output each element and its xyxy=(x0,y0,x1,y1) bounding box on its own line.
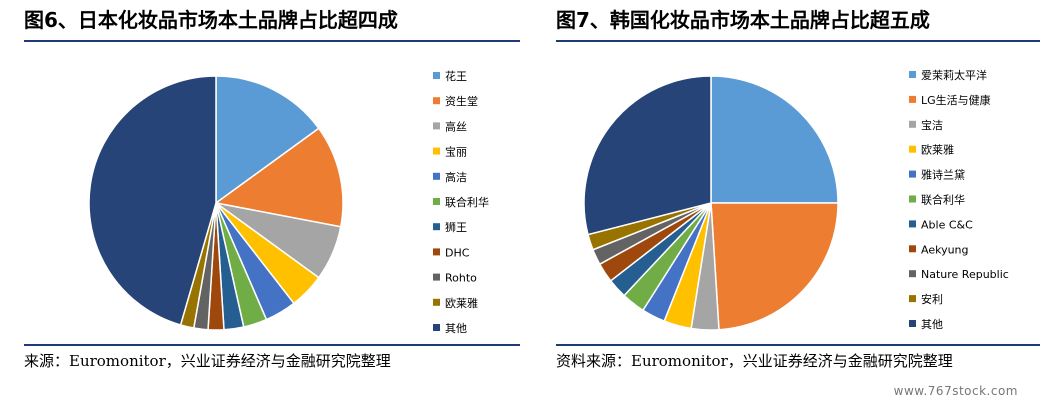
legend-swatch-japan-4 xyxy=(433,172,440,180)
legend-label-japan-3: 宝丽 xyxy=(445,145,467,159)
legend-swatch-japan-7 xyxy=(433,248,440,256)
legend-label-japan-0: 花王 xyxy=(445,70,467,83)
legend-label-korea-2: 宝洁 xyxy=(921,118,943,132)
figure-title-japan: 图6、日本化妆品市场本土品牌占比超四成 xyxy=(24,8,398,32)
legend-label-korea-9: 安利 xyxy=(921,292,943,306)
legend-label-japan-10: 其他 xyxy=(445,322,467,335)
source-rule-korea xyxy=(556,344,1040,346)
source-note-japan: 来源：Euromonitor，兴业证券经济与金融研究院整理 xyxy=(24,352,391,370)
legend-label-korea-8: Nature Republic xyxy=(921,268,1009,281)
source-note-korea: 资料来源：Euromonitor，兴业证券经济与金融研究院整理 xyxy=(556,352,953,370)
legend-swatch-korea-6 xyxy=(909,220,916,228)
legend-swatch-japan-2 xyxy=(433,122,440,130)
legend-swatch-korea-10 xyxy=(909,320,916,327)
legend-swatch-japan-3 xyxy=(433,147,440,155)
legend-label-japan-6: 狮王 xyxy=(445,221,467,234)
pie-slice-japan-1 xyxy=(214,127,344,228)
legend-swatch-korea-8 xyxy=(909,270,916,278)
figure-title-korea: 图7、韩国化妆品市场本土品牌占比超五成 xyxy=(556,8,930,32)
legend-swatch-japan-0 xyxy=(433,72,440,79)
source-rule-japan xyxy=(24,344,520,346)
watermark: www.767stock.com xyxy=(893,384,1018,398)
legend-swatch-korea-7 xyxy=(909,245,916,253)
legend-swatch-korea-3 xyxy=(909,145,916,153)
legend-swatch-japan-1 xyxy=(433,97,440,105)
legend-swatch-korea-5 xyxy=(909,195,916,203)
legend-swatch-japan-6 xyxy=(433,223,440,231)
legend-label-japan-2: 高丝 xyxy=(445,119,467,133)
legend-label-korea-7: Aekyung xyxy=(921,243,969,256)
pie-slice-korea-10 xyxy=(583,75,712,236)
legend-label-korea-3: 欧莱雅 xyxy=(921,143,954,157)
legend-swatch-korea-0 xyxy=(909,71,916,78)
legend-swatch-japan-8 xyxy=(433,273,440,281)
legend-label-japan-7: DHC xyxy=(445,246,470,259)
legend-label-korea-0: 爱茉莉太平洋 xyxy=(921,68,987,82)
pie-slice-japan-0 xyxy=(215,75,320,205)
legend-swatch-korea-1 xyxy=(909,95,916,103)
legend-label-korea-1: LG生活与健康 xyxy=(921,93,991,107)
legend-label-japan-5: 联合利华 xyxy=(445,195,489,209)
legend-label-korea-4: 雅诗兰黛 xyxy=(921,168,965,182)
chart-panel-japan: 图6、日本化妆品市场本土品牌占比超四成 花王资生堂高丝宝丽高洁联合利华狮王 DHC… xyxy=(24,8,520,370)
title-rule-korea xyxy=(556,40,1040,42)
legend-label-japan-9: 欧莱雅 xyxy=(445,296,478,310)
legend-swatch-korea-4 xyxy=(909,170,916,178)
pie-slice-korea-0 xyxy=(710,75,839,204)
legend-label-japan-8: Rohto xyxy=(445,272,477,285)
legend-label-korea-5: 联合利华 xyxy=(921,193,965,207)
legend-label-korea-10: 其他 xyxy=(921,318,943,331)
chart-panel-korea: 图7、韩国化妆品市场本土品牌占比超五成 爱茉莉太平洋 LG生活与健康 宝洁欧莱雅雅诗… xyxy=(532,0,1040,404)
legend-swatch-korea-9 xyxy=(909,295,916,303)
legend-label-korea-6: Able C&C xyxy=(921,218,973,231)
legend-label-japan-4: 高洁 xyxy=(445,170,467,184)
legend-label-japan-1: 资生堂 xyxy=(445,94,478,108)
legend-swatch-korea-2 xyxy=(909,120,916,128)
legend-swatch-japan-9 xyxy=(433,298,440,306)
legend-swatch-japan-10 xyxy=(433,324,440,331)
title-rule-japan xyxy=(24,40,520,42)
legend-swatch-japan-5 xyxy=(433,198,440,205)
pie-slice-japan-10 xyxy=(88,75,217,326)
pie-slice-korea-1 xyxy=(710,202,839,331)
